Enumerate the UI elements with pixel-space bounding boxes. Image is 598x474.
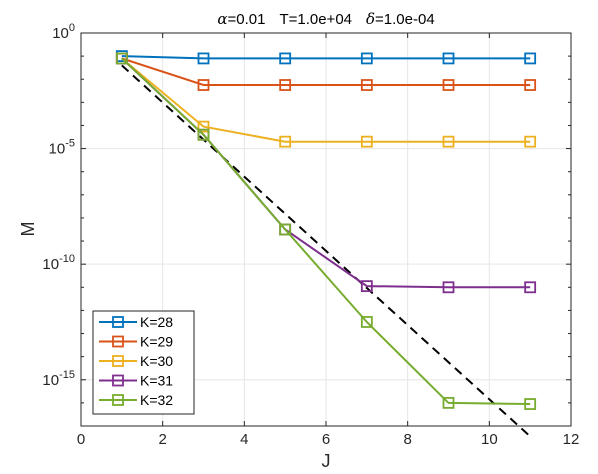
y-tick-label: 10-10 [42, 253, 75, 273]
title-T: T=1.0e+04 [279, 11, 352, 28]
legend-swatch-marker [112, 316, 124, 328]
series-layer [115, 50, 537, 410]
data-point [442, 79, 455, 91]
data-point [524, 135, 537, 148]
x-tick-label: 4 [240, 431, 248, 448]
data-point [360, 280, 373, 293]
data-point [279, 135, 292, 148]
title-delta-value: =1.0e-04 [375, 11, 435, 28]
data-point [524, 281, 537, 294]
data-point [524, 52, 537, 65]
y-ticks: 100 10-5 10-10 10-15 [42, 22, 571, 427]
legend-swatch-marker [112, 374, 124, 387]
series-line [121, 57, 531, 405]
legend-box [92, 310, 195, 415]
legend-label: K=29 [140, 334, 173, 350]
y-tick-label: 10-5 [49, 138, 75, 158]
data-point [197, 79, 210, 91]
data-point [524, 79, 537, 91]
legend-swatch-marker [112, 335, 124, 348]
x-axis-label: J [322, 451, 331, 471]
data-point [197, 128, 210, 141]
chart-title: α=0.01 T=1.0e+04 δ=1.0e-04 [217, 10, 434, 28]
legend-entry: K=28 [99, 314, 173, 330]
legend-swatch-marker [112, 394, 124, 406]
legend-label: K=28 [140, 314, 173, 330]
title-alpha-value: =0.01 [227, 11, 265, 28]
x-tick-label: 8 [403, 431, 411, 448]
x-tick-label: 6 [322, 431, 330, 448]
data-point [360, 79, 373, 91]
x-tick-label: 0 [77, 431, 85, 448]
reference-line [121, 64, 531, 438]
data-point [442, 396, 455, 409]
data-point [360, 52, 373, 65]
data-point [197, 52, 210, 65]
data-point [442, 281, 455, 294]
data-point [279, 223, 292, 236]
title-delta-symbol: δ [366, 10, 375, 28]
legend-label: K=32 [140, 392, 173, 408]
legend-label: K=30 [140, 353, 173, 369]
y-tick-label: 100 [52, 22, 75, 42]
data-point [115, 52, 128, 65]
x-tick-label: 10 [481, 431, 498, 448]
data-point [279, 52, 292, 65]
y-axis-label: M [18, 222, 38, 237]
data-point [279, 79, 292, 91]
x-ticks: 0 2 4 6 8 10 12 [77, 33, 580, 448]
title-alpha-symbol: α [217, 10, 227, 28]
series-line [121, 57, 531, 143]
data-point [524, 398, 537, 410]
legend-label: K=31 [140, 373, 173, 389]
data-point [197, 120, 210, 133]
reference-line-group [121, 64, 531, 438]
legend-entry: K=30 [99, 353, 173, 369]
data-point [360, 316, 373, 328]
x-tick-label: 12 [563, 431, 580, 448]
y-tick-label: 10-15 [42, 369, 75, 389]
legend-swatch-marker [112, 355, 124, 367]
data-point [360, 135, 373, 148]
legend: K=28 K=29 K=30 K=31 K=32 [92, 310, 195, 415]
legend-entry: K=32 [99, 392, 173, 408]
series-K=28 [115, 50, 537, 65]
data-point [442, 52, 455, 65]
series-K=29 [115, 52, 537, 91]
legend-entry: K=29 [99, 334, 173, 350]
x-tick-label: 2 [158, 431, 166, 448]
series-line [121, 57, 531, 86]
series-line [121, 55, 531, 60]
data-point [442, 135, 455, 148]
legend-entry: K=31 [99, 373, 173, 389]
series-K=30 [115, 52, 537, 148]
series-K=32 [115, 52, 537, 410]
